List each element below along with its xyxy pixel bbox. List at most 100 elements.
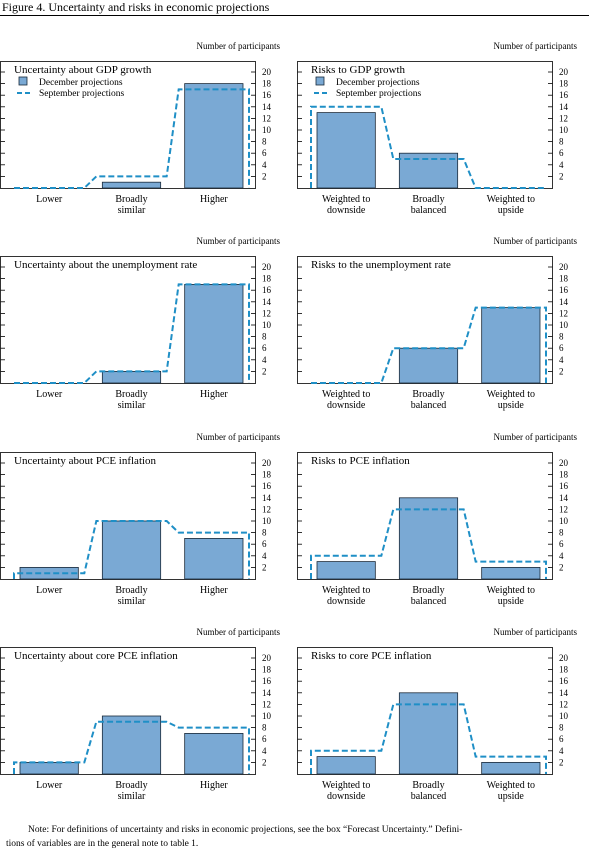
plot-frame [297, 452, 553, 580]
y-tick-label-6: 6 [262, 539, 267, 549]
legend-label-december: December projections [39, 78, 123, 88]
y-axis-label: Number of participants [494, 41, 578, 51]
chart-title: Risks to core PCE inflation [311, 650, 432, 662]
y-tick-label-4: 4 [559, 551, 564, 561]
y-tick-label-6: 6 [559, 343, 564, 353]
bar-2 [481, 566, 541, 580]
y-tick-label-16: 16 [262, 285, 272, 295]
y-tick-label-4: 4 [559, 355, 564, 365]
y-tick-label-18: 18 [262, 665, 272, 675]
y-tick-label-8: 8 [559, 528, 564, 538]
y-tick-label-6: 6 [559, 539, 564, 549]
category-label-1: Broadly balanced [411, 389, 447, 411]
y-tick-label-14: 14 [262, 493, 272, 503]
bar-1 [398, 152, 459, 189]
category-label-2: Weighted to upside [487, 389, 535, 411]
chart-title: Uncertainty about GDP growth [14, 64, 152, 76]
plot-frame [0, 452, 256, 580]
bar-1 [101, 181, 162, 189]
y-tick-label-16: 16 [559, 676, 569, 686]
chart-title: Uncertainty about PCE inflation [14, 455, 157, 467]
category-label-2: Weighted to upside [487, 585, 535, 607]
figure-note: Note: For definitions of uncertainty and… [6, 823, 584, 851]
y-tick-label-14: 14 [262, 297, 272, 307]
category-label-1: Broadly similar [115, 389, 147, 411]
y-tick-label-10: 10 [559, 320, 569, 330]
y-tick-label-8: 8 [262, 332, 267, 342]
chart-panel-uncertainty-gdp: Number of participants 2 4 6 8 10 12 14 16 18 20 Un… [0, 41, 290, 216]
chart-panel-risks-unemployment: Number of participants 2 4 6 8 10 12 14 16 18 20 Ri… [297, 236, 587, 411]
september-dashed-line [311, 306, 547, 384]
y-axis-label: Number of participants [197, 432, 281, 442]
y-tick-label-14: 14 [262, 688, 272, 698]
y-tick-label-14: 14 [559, 493, 569, 503]
category-label-0: Lower [36, 389, 63, 400]
y-tick-label-14: 14 [559, 297, 569, 307]
y-tick-label-6: 6 [262, 343, 267, 353]
y-tick-label-2: 2 [262, 757, 267, 767]
y-tick-label-20: 20 [262, 458, 272, 468]
y-tick-label-2: 2 [262, 366, 267, 376]
y-tick-label-2: 2 [559, 757, 564, 767]
category-label-0: Lower [36, 194, 63, 205]
chart-title: Risks to the unemployment rate [311, 259, 451, 271]
bar-0 [316, 561, 376, 580]
chart-title: Uncertainty about the unemployment rate [14, 259, 197, 271]
bar-2 [481, 307, 541, 384]
y-tick-label-6: 6 [262, 734, 267, 744]
y-tick-label-2: 2 [559, 366, 564, 376]
y-tick-label-20: 20 [559, 653, 569, 663]
y-tick-label-18: 18 [559, 79, 569, 89]
category-label-1: Broadly similar [115, 780, 147, 802]
plot-frame [0, 256, 256, 384]
legend-label-december: December projections [336, 78, 420, 88]
y-tick-label-18: 18 [262, 79, 272, 89]
y-tick-label-14: 14 [262, 102, 272, 112]
chart-title: Risks to PCE inflation [311, 455, 410, 467]
y-tick-label-8: 8 [262, 137, 267, 147]
category-label-0: Weighted to downside [322, 389, 370, 411]
category-label-1: Broadly balanced [411, 194, 447, 216]
y-tick-label-10: 10 [262, 125, 272, 135]
y-tick-label-4: 4 [262, 355, 267, 365]
september-dashed-line [310, 105, 546, 189]
y-tick-label-12: 12 [262, 308, 271, 318]
y-axis-label: Number of participants [494, 432, 578, 442]
bar-1 [398, 347, 459, 384]
legend-swatch-december [18, 76, 28, 86]
bar-2 [184, 538, 244, 580]
y-tick-label-10: 10 [559, 516, 569, 526]
y-tick-label-8: 8 [262, 528, 267, 538]
chart-panel-uncertainty-pce: Number of participants 2 4 6 8 10 12 14 16 18 20 Un… [0, 432, 290, 607]
plot-frame [297, 61, 553, 189]
chart-panel-uncertainty-core-pce: Number of participants 2 4 6 8 10 12 14 16 18 20 Un… [0, 627, 290, 802]
y-tick-label-16: 16 [559, 90, 569, 100]
category-label-2: Higher [200, 389, 228, 400]
plot-frame [0, 61, 256, 189]
y-tick-label-6: 6 [262, 148, 267, 158]
y-tick-label-10: 10 [559, 125, 569, 135]
y-tick-label-20: 20 [262, 67, 272, 77]
y-tick-label-2: 2 [262, 562, 267, 572]
category-label-0: Lower [36, 780, 63, 791]
y-tick-label-12: 12 [559, 308, 568, 318]
category-label-2: Higher [200, 585, 228, 596]
category-label-0: Weighted to downside [322, 194, 370, 216]
category-label-2: Higher [200, 780, 228, 791]
y-tick-label-4: 4 [262, 746, 267, 756]
category-label-2: Weighted to upside [487, 780, 535, 802]
legend-label-september: September projections [39, 89, 125, 99]
y-tick-label-14: 14 [559, 102, 569, 112]
y-tick-label-4: 4 [262, 551, 267, 561]
plot-frame [297, 256, 553, 384]
y-tick-label-8: 8 [262, 723, 267, 733]
y-tick-label-8: 8 [559, 723, 564, 733]
y-axis-label: Number of participants [197, 41, 281, 51]
y-tick-label-14: 14 [559, 688, 569, 698]
bar-0 [316, 756, 376, 775]
bar-0 [316, 112, 376, 189]
